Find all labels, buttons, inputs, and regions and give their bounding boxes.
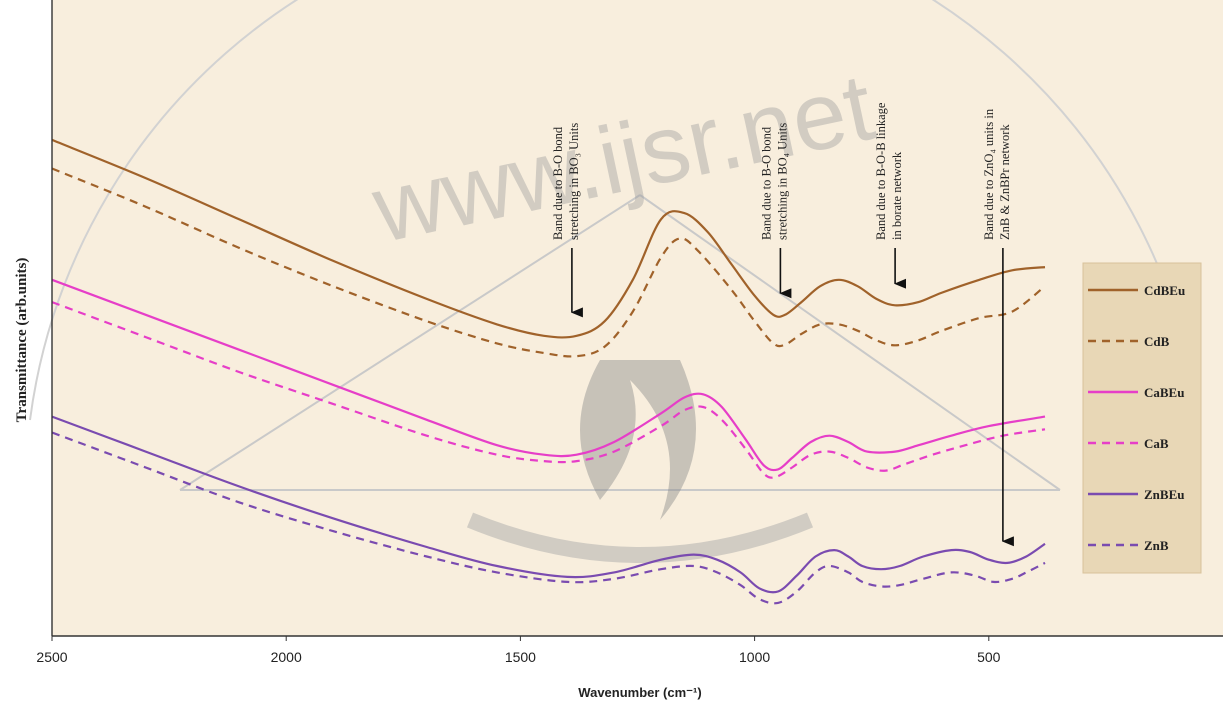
- annotation-line: stretching in BO₄ Units: [775, 123, 789, 240]
- legend-label-cab: CaB: [1144, 436, 1169, 451]
- series-cdbeu: [51, 138, 1046, 339]
- plot-background: [52, 0, 1223, 636]
- x-tick-label: 500: [977, 649, 1001, 665]
- annotation-line: ZnB & ZnBPr network: [998, 124, 1012, 240]
- series-layer: [51, 138, 1046, 605]
- axes: 2500 2000 1500 1000 500 Wavenumber (cm⁻¹) Tran…: [14, 0, 1223, 700]
- x-tick-label: 1500: [505, 649, 536, 665]
- annotation-line: stretching in BO₃ Units: [567, 123, 581, 240]
- annotation-text: Band due to B-O bond stretching in BO₄ Un…: [759, 123, 789, 240]
- x-axis-label: Wavenumber (cm⁻¹): [578, 685, 701, 700]
- annotations: Band due to B-O bond stretching in BO₃ Un…: [551, 102, 1014, 547]
- legend: CdBEu CdB CaBEu CaB ZnBEu ZnB: [1082, 262, 1202, 574]
- y-axis-label: Transmittance (arb.units): [14, 258, 30, 423]
- annotation-line: in borate network: [890, 151, 904, 240]
- watermark-swoosh: [466, 512, 814, 563]
- annotation-line: Band due to B-O bond: [551, 126, 565, 240]
- legend-label-cdb: CdB: [1144, 334, 1170, 349]
- annotation-text: Band due to B-O-B linkage in borate netwo…: [874, 102, 904, 240]
- annotation-line: Band due to ZnO₄ units in: [982, 108, 996, 240]
- legend-label-znbeu: ZnBEu: [1144, 487, 1184, 502]
- legend-label-znb: ZnB: [1144, 538, 1169, 553]
- annotation-text: Band due to B-O bond stretching in BO₃ Un…: [551, 123, 581, 240]
- series-znbeu: [51, 415, 1046, 594]
- watermark-flame-icon: [580, 360, 696, 520]
- annotation-4: Band due to ZnO₄ units in ZnB & ZnBPr net…: [982, 108, 1014, 547]
- annotation-1: Band due to B-O bond stretching in BO₃ Un…: [551, 123, 583, 318]
- series-znb: [51, 431, 1046, 605]
- legend-label-cabeu: CaBEu: [1144, 385, 1184, 400]
- annotation-2: Band due to B-O bond stretching in BO₄ Un…: [759, 123, 792, 299]
- annotation-text: Band due to ZnO₄ units in ZnB & ZnBPr net…: [982, 108, 1012, 240]
- series-cab: [51, 301, 1046, 479]
- series-cabeu: [51, 278, 1046, 472]
- legend-box: [1082, 262, 1202, 574]
- x-tick-label: 1000: [739, 649, 770, 665]
- series-cdb: [51, 167, 1046, 358]
- watermark-line: [639, 194, 1061, 491]
- annotation-3: Band due to B-O-B linkage in borate netwo…: [874, 102, 907, 289]
- x-tick-label: 2000: [271, 649, 302, 665]
- legend-label-cdbeu: CdBEu: [1144, 283, 1185, 298]
- annotation-line: Band due to B-O-B linkage: [874, 102, 888, 240]
- annotation-line: Band due to B-O bond: [759, 126, 773, 240]
- x-tick-label: 2500: [36, 649, 67, 665]
- watermark-line: [179, 194, 641, 491]
